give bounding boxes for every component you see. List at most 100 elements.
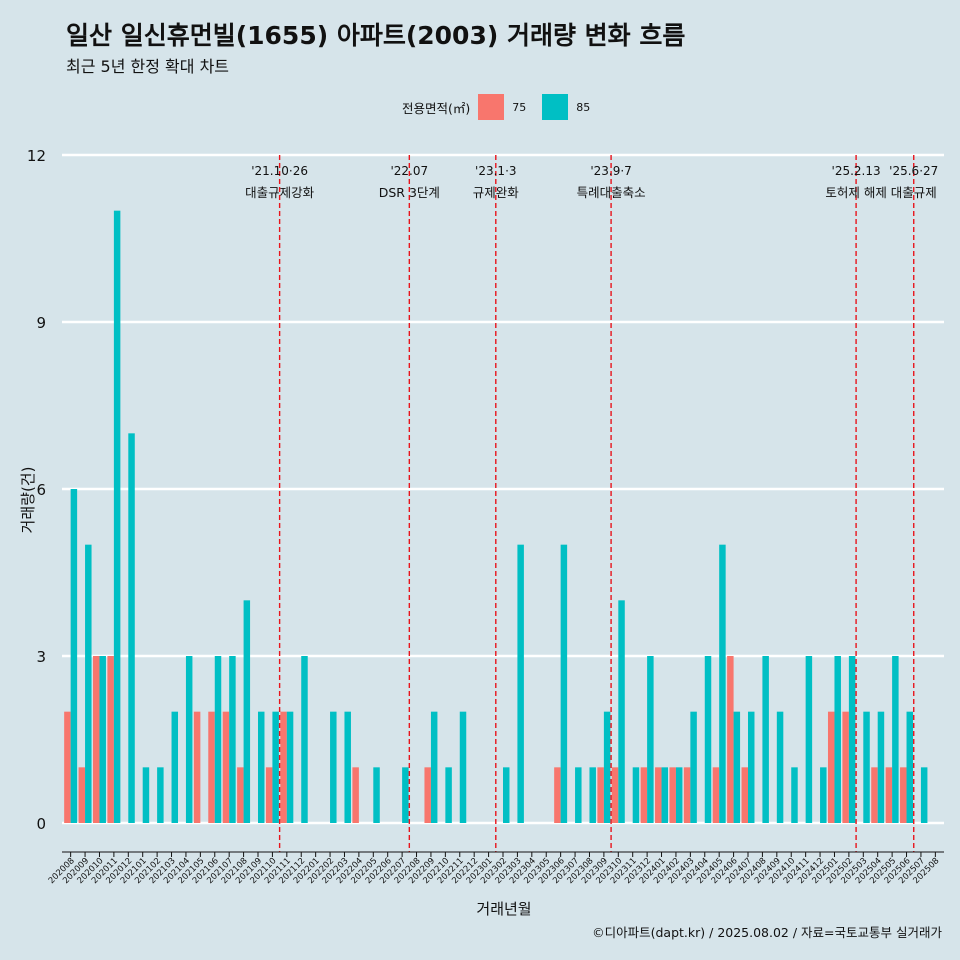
bar-85-202306 xyxy=(560,544,568,823)
bar-85-202502 xyxy=(848,656,856,823)
bar-85-202302 xyxy=(503,767,510,823)
bar-85-202101 xyxy=(142,767,150,823)
y-tick-label: 6 xyxy=(36,481,46,499)
bar-85-202202 xyxy=(330,711,337,823)
bar-85-202110 xyxy=(272,711,279,823)
y-tick-label: 0 xyxy=(36,815,46,833)
bar-75-202105 xyxy=(193,711,201,823)
event-text-label: 토허제 해제 xyxy=(825,185,886,200)
legend-label-85: 85 xyxy=(576,100,591,114)
y-tick-label: 9 xyxy=(36,314,46,332)
bar-85-202209 xyxy=(430,711,438,823)
event-text-label: 대출규제강화 xyxy=(245,185,315,200)
bar-85-202412 xyxy=(820,767,827,823)
bar-85-202112 xyxy=(301,656,308,823)
y-tick-label: 12 xyxy=(27,147,46,165)
event-text-label: 규제완화 xyxy=(473,185,520,200)
bar-85-202506 xyxy=(906,711,914,823)
bar-85-202203 xyxy=(344,711,351,823)
bar-85-202211 xyxy=(459,711,467,823)
bar-85-202308 xyxy=(589,767,596,823)
bar-75-202406 xyxy=(727,656,734,823)
bar-75-202008 xyxy=(64,711,71,823)
bar-85-202407 xyxy=(748,711,755,823)
bar-85-202210 xyxy=(445,767,452,823)
chart-title: 일산 일신휴먼빌(1655) 아파트(2003) 거래량 변화 흐름 xyxy=(66,21,686,50)
bar-85-202507 xyxy=(920,767,928,823)
bar-85-202402 xyxy=(675,767,683,823)
legend-key-75 xyxy=(478,94,505,120)
event-date-label: '22.07 xyxy=(390,164,428,178)
bar-85-202309 xyxy=(603,711,611,823)
bar-85-202312 xyxy=(647,656,654,823)
bar-85-202011 xyxy=(113,210,121,823)
bar-85-202205 xyxy=(373,767,380,823)
event-text-label: 대출규제 xyxy=(891,185,937,200)
bar-85-202406 xyxy=(733,711,741,823)
bar-75-202401 xyxy=(655,767,662,823)
bar-75-202501 xyxy=(827,711,835,823)
bar-75-202403 xyxy=(683,767,691,823)
bar-75-202505 xyxy=(885,767,893,823)
bar-85-202404 xyxy=(704,656,712,823)
event-date-label: '23.9·7 xyxy=(590,164,631,178)
bar-85-202410 xyxy=(791,767,798,823)
legend-title: 전용면적(㎡) xyxy=(402,100,471,116)
y-axis-label: 거래량(건) xyxy=(19,467,37,534)
bar-75-202402 xyxy=(669,767,676,823)
event-date-label: '25.6·27 xyxy=(889,164,938,178)
bar-75-202107 xyxy=(222,711,230,823)
event-text-label: 특례대출축소 xyxy=(577,185,646,200)
bar-85-202103 xyxy=(171,711,179,823)
event-text-label: DSR 3단계 xyxy=(379,185,440,200)
bar-85-202303 xyxy=(517,544,524,823)
event-date-label: '21.10·26 xyxy=(251,164,308,178)
bar-85-202108 xyxy=(243,600,251,823)
bars xyxy=(64,210,928,823)
bar-75-202309 xyxy=(597,767,604,823)
bar-75-202010 xyxy=(92,656,100,823)
legend-label-75: 75 xyxy=(512,100,527,114)
bar-75-202310 xyxy=(611,767,619,823)
bar-75-202111 xyxy=(280,711,287,823)
bar-85-202503 xyxy=(863,711,870,823)
annotations: '21.10·26 대출규제강화 '22.07 DSR 3단계 '23.1·3 규제완화 '… xyxy=(245,155,938,852)
bar-85-202107 xyxy=(229,656,236,823)
bar-75-202306 xyxy=(554,767,561,823)
bar-85-202008 xyxy=(70,489,78,823)
bar-85-202408 xyxy=(762,656,769,823)
bar-85-202012 xyxy=(128,433,135,823)
bar-75-202504 xyxy=(871,767,878,823)
bar-75-202506 xyxy=(900,767,907,823)
bar-85-202501 xyxy=(834,656,841,823)
bar-75-202108 xyxy=(237,767,244,823)
bar-85-202102 xyxy=(157,767,164,823)
bar-85-202010 xyxy=(99,656,106,823)
bar-85-202207 xyxy=(402,767,409,823)
bar-85-202505 xyxy=(892,656,899,823)
event-date-label: '25.2.13 xyxy=(832,164,881,178)
bar-75-202110 xyxy=(265,767,273,823)
bar-85-202307 xyxy=(575,767,582,823)
bar-85-202111 xyxy=(286,711,294,823)
bar-85-202504 xyxy=(877,711,885,823)
bar-75-202106 xyxy=(208,711,215,823)
bar-75-202405 xyxy=(712,767,720,823)
bar-85-202401 xyxy=(661,767,669,823)
bar-85-202009 xyxy=(85,544,92,823)
bar-85-202403 xyxy=(690,711,697,823)
bar-75-202312 xyxy=(640,767,648,823)
legend-key-85 xyxy=(542,94,569,120)
bar-85-202106 xyxy=(214,656,222,823)
bar-75-202407 xyxy=(741,767,748,823)
chart-subtitle: 최근 5년 한정 확대 차트 xyxy=(66,57,230,76)
bar-85-202311 xyxy=(632,767,640,823)
bar-85-202104 xyxy=(185,656,193,823)
bar-85-202310 xyxy=(618,600,625,823)
bar-75-202209 xyxy=(424,767,431,823)
legend: 전용면적(㎡) 75 85 xyxy=(402,93,606,121)
bar-85-202405 xyxy=(719,544,726,823)
y-tick-label: 3 xyxy=(36,648,46,666)
x-axis-label: 거래년월 xyxy=(476,900,531,918)
